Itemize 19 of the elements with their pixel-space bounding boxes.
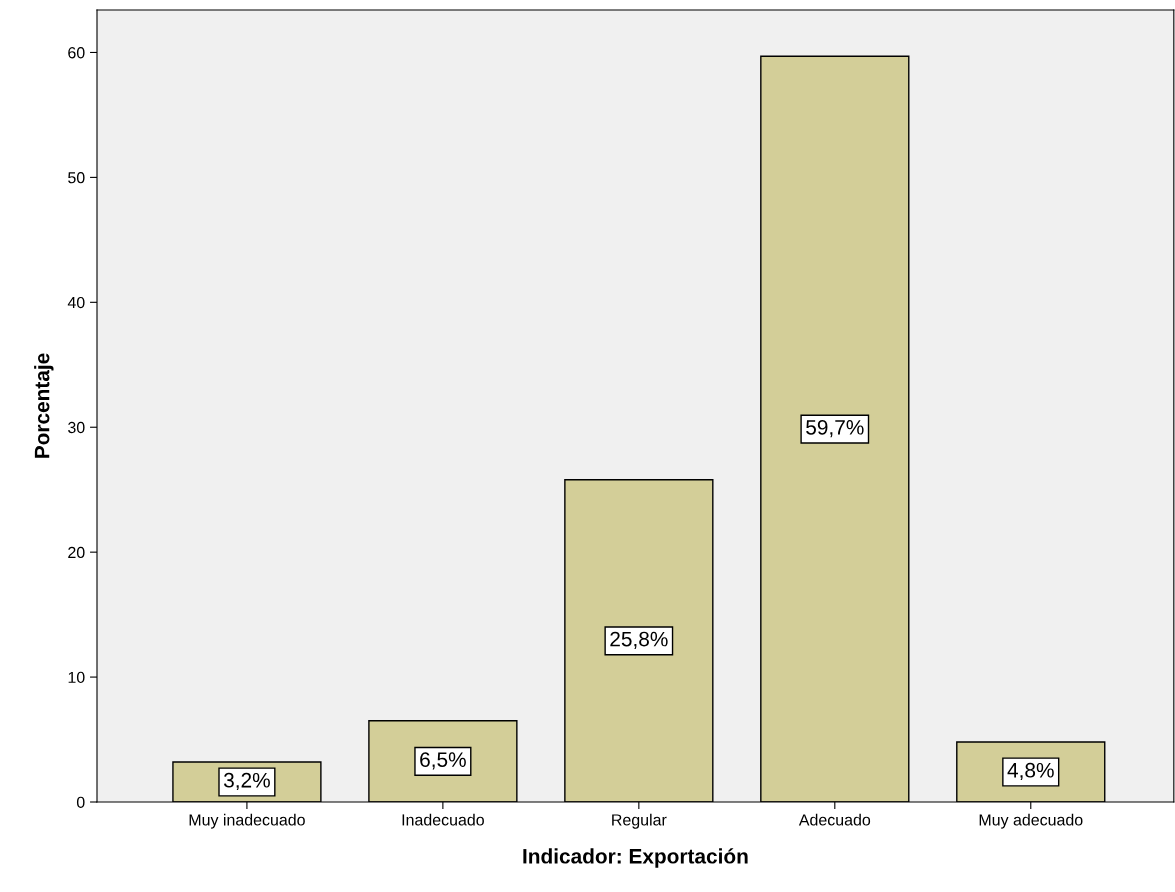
y-axis-title: Porcentaje [34, 353, 54, 458]
y-tick-label: 10 [68, 671, 85, 684]
y-tick-label: 40 [67, 296, 85, 309]
x-tick-label: Regular [612, 813, 667, 829]
x-tick-label: Muy inadecuado [189, 813, 305, 829]
x-axis-title: Indicador: Exportación [523, 848, 748, 868]
data-label: 6,5% [420, 752, 466, 770]
y-tick-label: 60 [68, 47, 85, 59]
data-label: 25,8% [610, 631, 668, 649]
data-label: 3,2% [223, 772, 270, 791]
data-label: 59,7% [806, 419, 864, 438]
x-tick-label: Inadecuado [402, 813, 484, 826]
y-tick-label: 30 [68, 421, 85, 434]
x-tick-label: Adecuado [798, 813, 871, 826]
y-tick-label: 20 [68, 546, 85, 559]
y-tick-label: 0 [76, 796, 85, 808]
y-tick-label: 50 [68, 172, 85, 184]
data-label: 4,8% [1007, 762, 1054, 781]
x-tick-label: Muy adecuado [979, 813, 1083, 829]
